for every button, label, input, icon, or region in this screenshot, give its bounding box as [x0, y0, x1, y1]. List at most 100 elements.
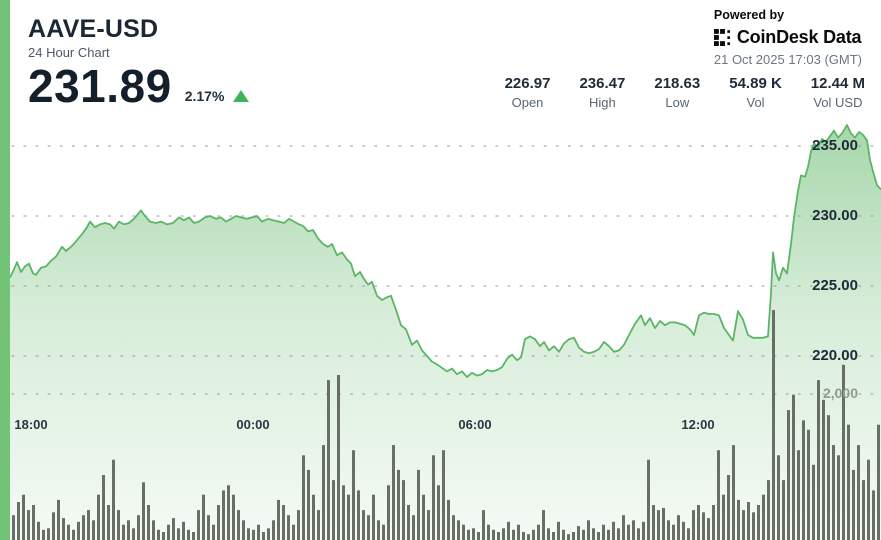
volume-bar — [367, 515, 370, 540]
volume-bar — [537, 524, 540, 540]
volume-bar — [262, 532, 265, 540]
price-tick-label: 220.00 — [812, 347, 858, 364]
volume-bar — [807, 429, 810, 540]
volume-bar — [22, 494, 25, 540]
price-area-fill — [10, 125, 881, 540]
volume-bar — [427, 510, 430, 540]
volume-bar — [662, 507, 665, 540]
volume-bar — [297, 510, 300, 540]
price-row: 231.89 2.17% — [28, 60, 250, 112]
volume-bar — [372, 494, 375, 540]
volume-bar — [622, 515, 625, 540]
volume-bar — [607, 529, 610, 540]
volume-bar — [197, 510, 200, 540]
volume-bar — [502, 528, 505, 540]
time-tick-label: 12:00 — [681, 417, 715, 432]
volume-bar — [487, 524, 490, 540]
volume-bar — [672, 524, 675, 540]
volume-bar — [187, 529, 190, 540]
volume-bar — [497, 532, 500, 540]
volume-bar — [777, 455, 780, 540]
volume-bar — [542, 510, 545, 540]
stat-low-label: Low — [665, 95, 690, 110]
volume-bar — [552, 532, 555, 540]
volume-bar — [97, 494, 100, 540]
volume-bar — [792, 394, 795, 540]
volume-bar — [732, 445, 735, 540]
volume-bar — [57, 499, 60, 540]
volume-bar — [422, 494, 425, 540]
volume-bar — [852, 469, 855, 540]
volume-bar — [467, 529, 470, 540]
volume-bar — [247, 528, 250, 540]
volume-bar — [222, 490, 225, 540]
stat-vol: 54.89 K Vol — [729, 75, 782, 110]
volume-bar — [397, 469, 400, 540]
volume-bar — [232, 494, 235, 540]
volume-bar — [227, 485, 230, 540]
volume-bar — [337, 375, 340, 540]
volume-bar — [692, 510, 695, 540]
volume-bar — [77, 521, 80, 540]
volume-bar — [302, 455, 305, 540]
volume-bar — [862, 480, 865, 540]
volume-bar — [107, 505, 110, 540]
volume-bar — [617, 528, 620, 540]
volume-bar — [12, 515, 15, 540]
volume-bar — [37, 521, 40, 540]
volume-bar — [92, 520, 95, 540]
volume-bar — [362, 510, 365, 540]
volume-bar — [127, 520, 130, 540]
volume-bar — [67, 524, 70, 540]
volume-bar — [722, 494, 725, 540]
volume-bar — [447, 499, 450, 540]
volume-bar — [782, 480, 785, 540]
volume-bar — [417, 469, 420, 540]
volume-bar — [742, 510, 745, 540]
volume-bar — [822, 399, 825, 540]
volume-bar — [152, 520, 155, 540]
volume-bar — [402, 480, 405, 540]
volume-bar — [212, 524, 215, 540]
volume-bar — [432, 455, 435, 540]
volume-bar — [342, 485, 345, 540]
volume-bar — [857, 445, 860, 540]
volume-bar — [142, 482, 145, 540]
volume-bar — [157, 529, 160, 540]
price-tick-label: 235.00 — [812, 137, 858, 154]
volume-bar — [412, 515, 415, 540]
volume-bar — [567, 534, 570, 540]
volume-bar — [492, 529, 495, 540]
volume-bar — [347, 494, 350, 540]
volume-bar — [472, 528, 475, 540]
header-left: AAVE-USD 24 Hour Chart 231.89 2.17% — [28, 14, 250, 112]
volume-bar — [172, 518, 175, 540]
volume-bar — [627, 524, 630, 540]
volume-bar — [762, 494, 765, 540]
symbol-title: AAVE-USD — [28, 15, 159, 43]
volume-bar — [32, 505, 35, 540]
volume-bar — [877, 424, 880, 540]
volume-bar — [137, 515, 140, 540]
volume-bar — [122, 524, 125, 540]
current-price: 231.89 — [28, 60, 172, 112]
price-line — [9, 124, 881, 378]
volume-bar — [837, 455, 840, 540]
volume-bar — [82, 515, 85, 540]
volume-bar — [652, 505, 655, 540]
header-right: Powered by CoinDesk Data 21 Oct 2025 17:… — [713, 8, 862, 67]
volume-bar — [437, 485, 440, 540]
stat-vol-usd-value: 12.44 M — [810, 75, 865, 92]
volume-bar — [452, 515, 455, 540]
volume-bar — [387, 485, 390, 540]
volume-bar — [287, 515, 290, 540]
volume-bar — [242, 520, 245, 540]
volume-bar — [847, 424, 850, 540]
arrow-up-icon — [233, 90, 250, 102]
volume-bar — [162, 532, 165, 540]
timestamp: 21 Oct 2025 17:03 (GMT) — [713, 52, 862, 67]
volume-bar — [582, 529, 585, 540]
stat-vol-usd-label: Vol USD — [813, 95, 863, 110]
volume-bar — [277, 499, 280, 540]
volume-bar — [597, 532, 600, 540]
